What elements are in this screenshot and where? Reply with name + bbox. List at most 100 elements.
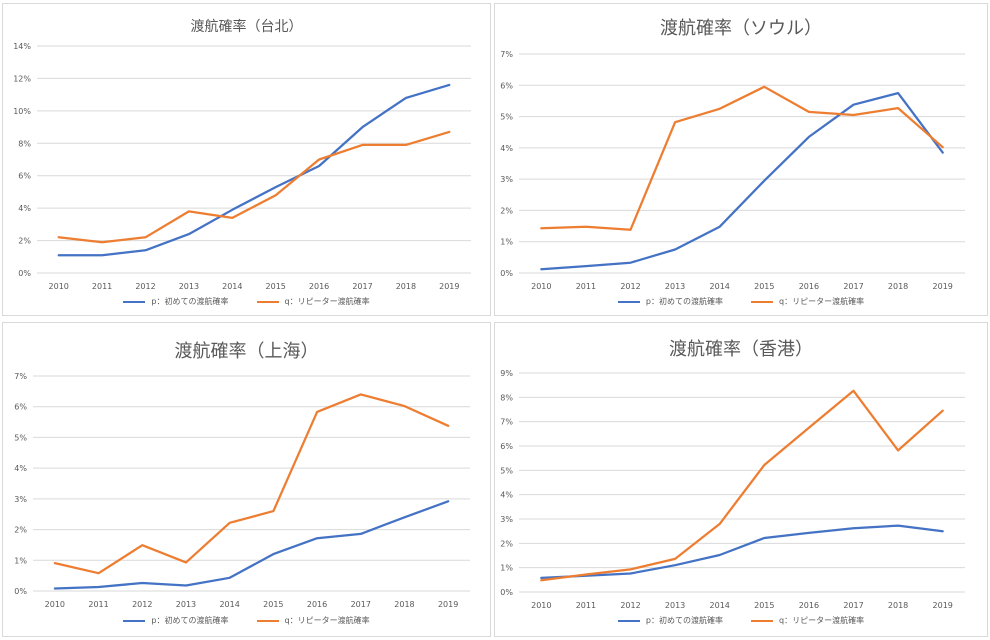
y-tick-label: 4% <box>500 491 513 500</box>
x-tick-label: 2018 <box>396 282 416 291</box>
x-tick-label: 2011 <box>88 600 108 609</box>
y-tick-label: 0% <box>18 269 31 278</box>
y-tick-label: 5% <box>14 433 27 442</box>
legend: p：初めての渡航確率 q：リピーター渡航確率 <box>3 296 490 307</box>
x-tick-label: 2019 <box>933 601 953 610</box>
x-tick-label: 2016 <box>309 282 329 291</box>
legend: p：初めての渡航確率 q：リピーター渡航確率 <box>495 296 987 307</box>
series-line-p <box>540 524 944 580</box>
y-tick-label: 2% <box>14 526 27 535</box>
legend-label-q: q：リピーター渡航確率 <box>779 297 865 306</box>
series-line-q <box>53 393 450 575</box>
y-tick-label: 8% <box>500 393 513 402</box>
legend-label-q: q：リピーター渡航確率 <box>284 297 370 306</box>
chart-title: 渡航確率（ソウル） <box>660 18 822 39</box>
x-tick-label: 2016 <box>307 600 327 609</box>
legend-label-p: p：初めての渡航確率 <box>645 616 723 625</box>
x-tick-label: 2017 <box>351 600 371 609</box>
y-tick-label: 2% <box>18 237 31 246</box>
y-tick-label: 7% <box>500 50 513 59</box>
legend-swatch-q <box>751 300 773 303</box>
y-tick-label: 10% <box>13 107 31 116</box>
y-tick-label: 7% <box>14 372 27 381</box>
y-tick-label: 6% <box>14 403 27 412</box>
chart-taipei: 渡航確率（台北） 0% 2% 4% 6% 8% 10% 12% 14% 2010 2011 2012… <box>2 3 491 316</box>
x-tick-label: 2018 <box>888 282 908 291</box>
y-tick-label: 1% <box>500 564 513 573</box>
legend-item-q: q：リピーター渡航確率 <box>256 615 370 626</box>
legend-item-q: q：リピーター渡航確率 <box>751 296 864 307</box>
x-tick-label: 2012 <box>132 600 152 609</box>
x-tick-label: 2014 <box>219 600 239 609</box>
y-tick-label: 3% <box>500 515 513 524</box>
x-tick-label: 2010 <box>45 600 65 609</box>
x-tick-label: 2015 <box>263 600 283 609</box>
x-tick-label: 2011 <box>92 282 112 291</box>
series-line-p <box>57 83 451 257</box>
y-tick-label: 4% <box>14 464 27 473</box>
y-tick-label: 6% <box>500 442 513 451</box>
legend-swatch-q <box>256 300 279 303</box>
x-tick-label: 2015 <box>754 282 774 291</box>
chart-shanghai: 渡航確率（上海） 0% 1% 2% 3% 4% 5% 6% 7% 2010 2011 2012 201… <box>2 322 491 637</box>
legend-swatch-p <box>123 619 146 622</box>
legend: p：初めての渡航確率 q：リピーター渡航確率 <box>495 615 987 626</box>
legend-label-p: p：初めての渡航確率 <box>151 297 229 306</box>
y-tick-label: 1% <box>500 238 513 247</box>
x-tick-label: 2010 <box>531 282 551 291</box>
legend-label-p: p：初めての渡航確率 <box>151 616 229 625</box>
x-tick-label: 2012 <box>620 282 640 291</box>
x-tick-label: 2015 <box>754 601 774 610</box>
x-tick-label: 2017 <box>843 282 863 291</box>
y-tick-label: 14% <box>13 42 31 51</box>
x-tick-label: 2011 <box>576 282 596 291</box>
x-tick-label: 2013 <box>665 601 685 610</box>
x-tick-label: 2017 <box>352 282 372 291</box>
series-line-p <box>540 91 944 271</box>
x-tick-label: 2012 <box>620 601 640 610</box>
x-tick-label: 2015 <box>266 282 286 291</box>
legend-item-p: p：初めての渡航確率 <box>123 296 229 307</box>
y-tick-label: 2% <box>500 539 513 548</box>
plot-area: 0% 2% 4% 6% 8% 10% 12% 14% 2010 2011 2012 2013 2014 2… <box>13 42 471 291</box>
x-tick-label: 2013 <box>665 282 685 291</box>
legend-item-p: p：初めての渡航確率 <box>617 296 723 307</box>
legend-label-p: p：初めての渡航確率 <box>645 297 723 306</box>
legend-item-p: p：初めての渡航確率 <box>123 615 229 626</box>
chart-title: 渡航確率（香港） <box>669 339 813 360</box>
legend-swatch-q <box>751 619 773 622</box>
y-tick-label: 0% <box>14 587 27 596</box>
legend-swatch-p <box>617 300 640 303</box>
y-tick-label: 1% <box>14 556 27 565</box>
x-tick-label: 2019 <box>933 282 953 291</box>
x-tick-label: 2013 <box>179 282 199 291</box>
y-tick-label: 4% <box>500 144 513 153</box>
x-tick-label: 2014 <box>710 601 730 610</box>
y-tick-label: 8% <box>18 139 31 148</box>
x-tick-label: 2011 <box>576 601 596 610</box>
series-line-q <box>57 130 451 244</box>
series-line-p <box>53 500 450 590</box>
y-tick-label: 4% <box>18 204 31 213</box>
legend-item-q: q：リピーター渡航確率 <box>256 296 370 307</box>
y-tick-label: 5% <box>500 113 513 122</box>
y-tick-label: 3% <box>14 495 27 504</box>
chart-hongkong: 渡航確率（香港） 0% 1% 2% 3% 4% 5% 6% 7% 8% 9% 2010 2011 201… <box>494 322 988 637</box>
series-line-q <box>540 389 944 582</box>
legend-swatch-p <box>617 619 640 622</box>
legend-swatch-p <box>123 300 146 303</box>
y-tick-label: 0% <box>500 588 513 597</box>
legend-label-q: q：リピーター渡航確率 <box>779 616 865 625</box>
plot-area: 0% 1% 2% 3% 4% 5% 6% 7% 2010 2011 2012 2013 2014 2015… <box>500 50 965 291</box>
x-tick-label: 2014 <box>710 282 730 291</box>
plot-area: 0% 1% 2% 3% 4% 5% 6% 7% 8% 9% 2010 2011 2012 2013 2014… <box>500 369 965 610</box>
y-tick-label: 6% <box>18 172 31 181</box>
y-tick-label: 2% <box>500 206 513 215</box>
y-tick-label: 0% <box>500 269 513 278</box>
legend-item-q: q：リピーター渡航確率 <box>751 615 864 626</box>
x-tick-label: 2019 <box>438 600 458 609</box>
x-tick-label: 2018 <box>888 601 908 610</box>
legend-label-q: q：リピーター渡航確率 <box>284 616 370 625</box>
chart-title: 渡航確率（上海） <box>174 341 319 362</box>
